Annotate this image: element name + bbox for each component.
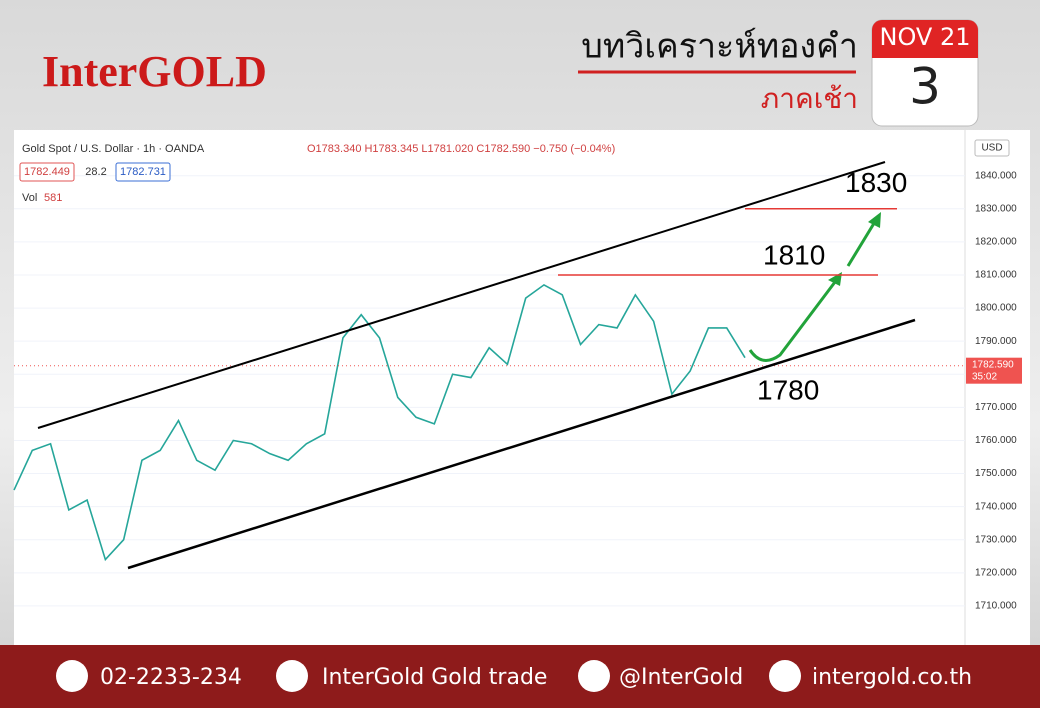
price-tag-label: 1782.590 [972, 359, 1014, 370]
y-tick-label: 1710.000 [975, 601, 1017, 612]
calendar-day: 3 [909, 58, 941, 116]
phone-icon [56, 660, 88, 692]
calendar-top [872, 20, 978, 58]
price-tag [966, 357, 1022, 384]
y-tick-label: 1820.000 [975, 237, 1017, 248]
level-label: 1780 [757, 375, 819, 406]
y-tick-label: 1840.000 [975, 170, 1017, 181]
phone: 02-2233-234 [100, 665, 242, 690]
logo: InterGOLD [42, 47, 267, 96]
plot [13, 175, 965, 607]
y-tick-label: 1760.000 [975, 435, 1017, 446]
y-tick-label: 1800.000 [975, 303, 1017, 314]
chart-panel [14, 130, 1030, 645]
currency: USD [981, 143, 1002, 154]
facebook-icon [276, 660, 308, 692]
symbol: Gold Spot / U.S. Dollar · 1h · OANDA [22, 143, 205, 155]
y-tick-label: 1810.000 [975, 270, 1017, 281]
y-tick-label: 1750.000 [975, 468, 1017, 479]
ohlc: O1783.340 H1783.345 L1781.020 C1782.590 … [307, 143, 615, 155]
line: @InterGold [619, 665, 743, 690]
y-tick-label: 1740.000 [975, 501, 1017, 512]
calendar-month: NOV 21 [879, 23, 970, 51]
subtitle: ภาคเช้า [761, 82, 858, 115]
bid: 1782.449 [24, 166, 70, 178]
y-tick-label: 1790.000 [975, 336, 1017, 347]
y-tick-label: 1830.000 [975, 203, 1017, 214]
line-icon [578, 660, 610, 692]
level-label: 1810 [763, 239, 825, 270]
y-tick-label: 1720.000 [975, 567, 1017, 578]
web-icon [769, 660, 801, 692]
volume: 581 [44, 192, 62, 204]
currency-box [974, 139, 1010, 157]
price-tag-timer: 35:02 [972, 371, 997, 382]
forecast-arrow-1 [748, 277, 840, 362]
title: บทวิเคราะห์ทองคำ [581, 27, 858, 67]
bid-box [19, 162, 75, 182]
spread: 28.2 [85, 166, 106, 178]
volume-label: Vol [22, 192, 37, 204]
price-line [13, 283, 746, 562]
channel-upper [37, 161, 886, 429]
y-tick-label: 1730.000 [975, 534, 1017, 545]
arrow-head [868, 212, 881, 228]
channel-lower [127, 318, 916, 570]
level-label: 1830 [845, 167, 907, 198]
facebook: InterGold Gold trade [322, 665, 547, 690]
website: intergold.co.th [812, 665, 972, 690]
ask-box [115, 162, 171, 182]
footer [0, 645, 1040, 708]
y-tick-label: 1770.000 [975, 402, 1017, 413]
forecast-arrow-2 [846, 219, 878, 267]
ask: 1782.731 [120, 166, 166, 178]
